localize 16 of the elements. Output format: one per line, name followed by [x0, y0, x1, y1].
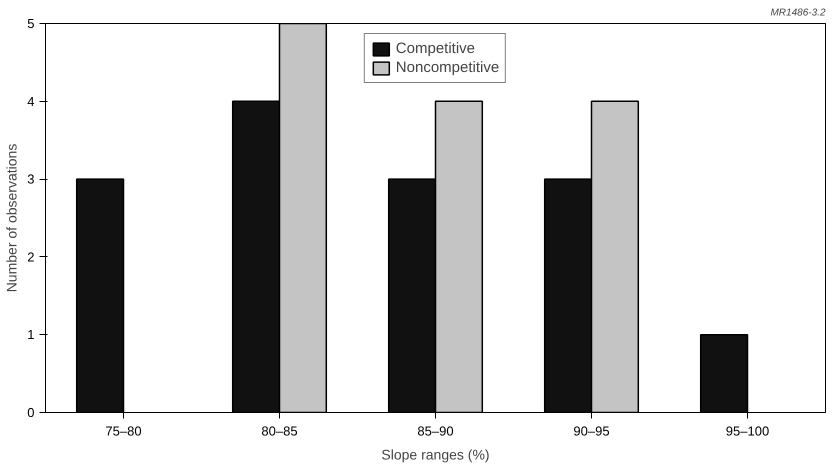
x-tick-label: 95–100: [726, 424, 770, 438]
y-tick-label: 3: [27, 172, 35, 187]
y-tick-label: 1: [27, 327, 35, 342]
legend-label: Noncompetitive: [396, 59, 500, 76]
x-tick-label: 85–90: [417, 424, 454, 438]
x-tick-label: 90–95: [573, 424, 610, 438]
x-tick-label: 80–85: [261, 424, 298, 438]
text: MR1486-3.2: [770, 8, 826, 18]
y-tick-label: 4: [27, 94, 35, 109]
y-axis-title: Number of observations: [3, 144, 20, 292]
y-tick-label: 5: [27, 16, 35, 31]
x-tick-label: 75–80: [105, 424, 142, 438]
y-tick-label: 2: [27, 249, 35, 264]
y-tick-label: 0: [27, 405, 35, 420]
x-axis-title: Slope ranges (%): [381, 446, 490, 462]
legend-label: Competitive: [396, 40, 476, 57]
